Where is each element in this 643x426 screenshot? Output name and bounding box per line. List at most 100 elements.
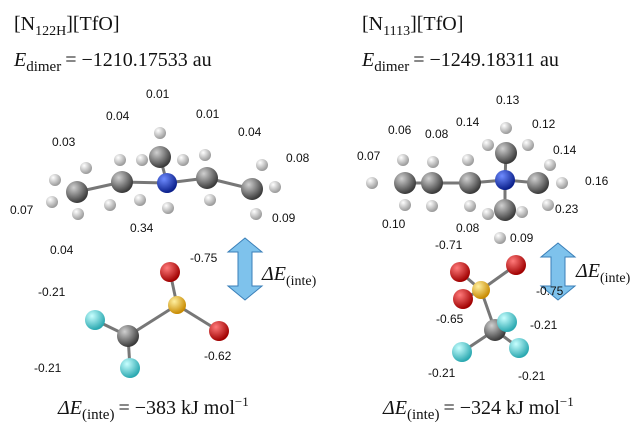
symbol: ΔE xyxy=(382,397,407,419)
charge-label: 0.07 xyxy=(357,149,381,163)
symbol: ΔE xyxy=(261,263,286,285)
interaction-energy: ΔE(inte)= −324 kJ mol−1 xyxy=(382,394,574,423)
symbol: E xyxy=(13,49,26,71)
salt-name: [N122H][TfO] xyxy=(14,13,120,39)
charge-label: 0.08 xyxy=(425,127,449,141)
atom xyxy=(497,312,517,332)
subscript: (inte) xyxy=(407,407,439,423)
subscript: (inte) xyxy=(82,407,114,423)
interaction-energy: ΔE(inte)= −383 kJ mol−1 xyxy=(57,394,249,423)
charge-label: 0.14 xyxy=(456,115,480,129)
charge-label: 0.01 xyxy=(196,107,220,121)
atom xyxy=(366,177,378,189)
charge-label: 0.04 xyxy=(50,243,74,257)
subscript: (inte) xyxy=(286,274,317,289)
atom xyxy=(509,338,529,358)
atom xyxy=(256,159,268,171)
charge-label: -0.21 xyxy=(428,366,456,380)
atom xyxy=(527,172,549,194)
dimer-energy: Edimer= −1249.18311 au xyxy=(361,49,559,75)
atom xyxy=(149,146,171,168)
atom xyxy=(494,232,506,244)
charge-label: -0.21 xyxy=(530,318,558,332)
value: = −1210.17533 au xyxy=(65,49,211,71)
charge-label: 0.01 xyxy=(146,87,170,101)
atom xyxy=(136,154,148,166)
atom xyxy=(196,167,218,189)
atom xyxy=(157,173,177,193)
value: = −1249.18311 au xyxy=(413,49,559,71)
name-sub: 122H xyxy=(35,24,66,39)
symbol: ΔE xyxy=(575,260,600,282)
charge-label: 0.09 xyxy=(510,231,534,245)
atom xyxy=(177,154,189,166)
arrow-label: ΔE(inte) xyxy=(261,263,317,289)
atom xyxy=(494,199,516,221)
atom xyxy=(556,177,568,189)
charge-label: 0.34 xyxy=(130,221,154,235)
atom xyxy=(506,255,526,275)
atom xyxy=(500,122,512,134)
atom xyxy=(80,162,92,174)
atom xyxy=(427,156,439,168)
atom xyxy=(154,127,166,139)
charge-label: -0.21 xyxy=(34,361,62,375)
atom xyxy=(241,178,263,200)
atom xyxy=(426,200,438,212)
charge-label: -0.71 xyxy=(435,238,463,252)
charge-label: 0.16 xyxy=(585,174,609,188)
charge-label: -0.21 xyxy=(518,369,546,383)
atom xyxy=(394,172,416,194)
superscript: −1 xyxy=(560,394,574,409)
salt-name: [N1113][TfO] xyxy=(362,13,463,39)
atom xyxy=(482,208,494,220)
charge-label: 0.09 xyxy=(272,211,296,225)
atom xyxy=(544,159,556,171)
figure: [N122H][TfO] Edimer= −1210.17533 au ΔE(i… xyxy=(0,0,643,426)
atom xyxy=(516,206,528,218)
value: = −324 kJ mol xyxy=(443,397,560,419)
atom xyxy=(85,310,105,330)
atom xyxy=(459,172,481,194)
atom xyxy=(462,154,474,166)
atom xyxy=(114,154,126,166)
charge-label: -0.65 xyxy=(436,312,464,326)
atom xyxy=(134,194,146,206)
charge-label: 0.23 xyxy=(555,202,579,216)
name-part: [N xyxy=(14,13,35,35)
atom xyxy=(204,194,216,206)
charge-label: -0.75 xyxy=(536,284,564,298)
atom xyxy=(66,181,88,203)
atom xyxy=(495,170,515,190)
charge-label: 0.07 xyxy=(10,203,34,217)
dimer-energy: Edimer= −1210.17533 au xyxy=(13,49,212,75)
charge-label: 0.13 xyxy=(496,93,520,107)
subscript: dimer xyxy=(26,59,61,75)
atom xyxy=(482,139,494,151)
atom xyxy=(269,181,281,193)
atom xyxy=(472,281,490,299)
atom xyxy=(49,174,61,186)
atom xyxy=(250,208,262,220)
charge-label: -0.75 xyxy=(190,251,218,265)
charge-label: 0.03 xyxy=(52,135,76,149)
interaction-arrow xyxy=(228,238,262,300)
charge-label: 0.08 xyxy=(286,151,310,165)
atom xyxy=(46,196,58,208)
superscript: −1 xyxy=(235,394,249,409)
charge-label: -0.21 xyxy=(38,285,66,299)
atom xyxy=(542,199,554,211)
atom xyxy=(450,262,470,282)
charge-label: 0.08 xyxy=(456,221,480,235)
atom xyxy=(104,199,116,211)
name-sub: 1113 xyxy=(383,24,410,39)
charge-label: -0.62 xyxy=(204,349,232,363)
atom xyxy=(120,358,140,378)
name-part: ][TfO] xyxy=(66,13,119,35)
atom xyxy=(117,325,139,347)
charge-label: 0.04 xyxy=(106,109,130,123)
atom xyxy=(421,172,443,194)
symbol: ΔE xyxy=(57,397,82,419)
charge-label: 0.14 xyxy=(553,143,577,157)
atom xyxy=(111,171,133,193)
